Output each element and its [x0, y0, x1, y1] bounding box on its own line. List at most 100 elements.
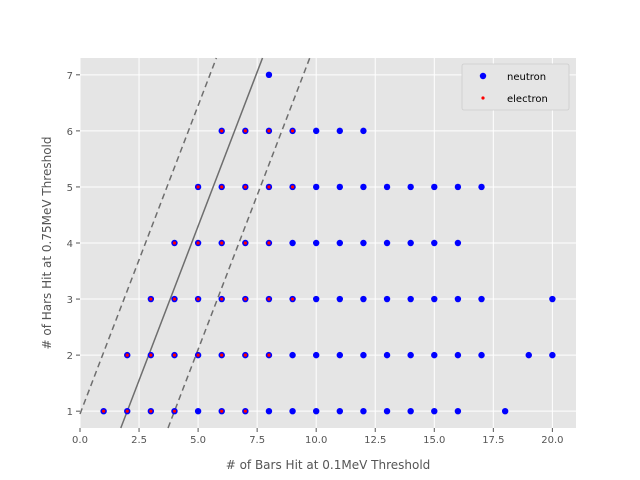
electron-point: [290, 129, 295, 133]
neutron-point: [431, 183, 438, 191]
neutron-point: [336, 183, 344, 191]
electron-point: [243, 241, 247, 245]
y-tick-label: 1: [67, 407, 73, 418]
data-points: [100, 71, 556, 415]
neutron-point: [289, 407, 296, 415]
neutron-legend-marker: [479, 72, 487, 80]
x-tick-label: 10.0: [305, 435, 327, 446]
neutron-point: [478, 295, 485, 303]
neutron-point: [383, 407, 391, 415]
y-tick-label: 4: [67, 239, 73, 250]
electron-point: [220, 297, 224, 301]
electron-point: [149, 409, 153, 413]
neutron-legend-label: neutron: [507, 72, 546, 83]
electron-point: [220, 409, 224, 413]
x-tick-label: 7.5: [249, 435, 265, 446]
neutron-point: [383, 351, 391, 359]
y-tick-label: 2: [67, 351, 73, 362]
electron-point: [220, 129, 224, 133]
electron-point: [290, 185, 295, 189]
electron-point: [267, 353, 271, 357]
neutron-point: [265, 407, 273, 415]
electron-point: [220, 241, 224, 245]
neutron-point: [549, 351, 556, 359]
neutron-point: [289, 239, 296, 247]
neutron-point: [312, 127, 320, 135]
neutron-point: [454, 351, 462, 359]
electron-point: [196, 241, 200, 245]
electron-point: [196, 353, 200, 357]
electron-point: [125, 409, 129, 413]
legend: neutron electron: [461, 63, 570, 111]
neutron-point: [478, 351, 485, 359]
neutron-point: [454, 239, 462, 247]
neutron-point: [431, 239, 438, 247]
y-tick-label: 7: [67, 71, 73, 82]
neutron-point: [194, 407, 202, 415]
solid-reference-line: [120, 57, 264, 429]
neutron-point: [312, 407, 320, 415]
x-axis-label: # of Bars Hit at 0.1MeV Threshold: [226, 458, 431, 472]
neutron-point: [549, 295, 556, 303]
neutron-point: [265, 71, 273, 79]
neutron-point: [312, 239, 320, 247]
y-tick-label: 3: [67, 295, 73, 306]
neutron-point: [383, 183, 391, 191]
y-axis-label: # of Hars Hit at 0.75MeV Threshold: [40, 137, 54, 350]
neutron-point: [407, 407, 414, 415]
neutron-point: [431, 295, 438, 303]
neutron-point: [454, 295, 462, 303]
neutron-point: [336, 239, 344, 247]
electron-point: [243, 129, 247, 133]
neutron-point: [454, 183, 462, 191]
electron-point: [125, 353, 129, 357]
neutron-point: [336, 295, 344, 303]
y-tick-label: 5: [67, 183, 73, 194]
electron-point: [267, 241, 271, 245]
x-tick-label: 2.5: [131, 435, 147, 446]
electron-point: [172, 353, 177, 357]
y-tick-label: 6: [67, 127, 73, 138]
neutron-point: [431, 407, 438, 415]
neutron-point: [336, 407, 344, 415]
dashed-reference-line: [79, 57, 218, 415]
dashed-reference-line: [167, 57, 311, 429]
electron-point: [243, 353, 247, 357]
neutron-point: [407, 351, 414, 359]
electron-point: [172, 409, 177, 413]
neutron-point: [312, 183, 320, 191]
x-tick-label: 20.0: [541, 435, 563, 446]
x-tick-label: 0.0: [72, 435, 88, 446]
neutron-point: [383, 295, 391, 303]
neutron-point: [312, 351, 320, 359]
neutron-point: [289, 351, 296, 359]
neutron-point: [407, 295, 414, 303]
neutron-point: [383, 239, 391, 247]
neutron-point: [360, 239, 367, 247]
x-tick-label: 5.0: [190, 435, 206, 446]
electron-point: [243, 185, 247, 189]
electron-point: [267, 129, 271, 133]
electron-point: [149, 353, 153, 357]
neutron-point: [360, 183, 367, 191]
neutron-point: [478, 183, 485, 191]
electron-point: [243, 297, 247, 301]
electron-point: [220, 353, 224, 357]
neutron-point: [431, 351, 438, 359]
neutron-point: [336, 351, 344, 359]
electron-legend-label: electron: [507, 94, 548, 105]
neutron-point: [312, 295, 320, 303]
neutron-point: [360, 407, 367, 415]
electron-point: [267, 185, 271, 189]
electron-point: [172, 241, 177, 245]
electron-point: [196, 297, 200, 301]
reference-lines: [79, 57, 311, 429]
electron-point: [267, 297, 271, 301]
electron-point: [220, 185, 224, 189]
grid-lines: [79, 58, 576, 428]
neutron-point: [336, 127, 344, 135]
neutron-point: [407, 239, 414, 247]
neutron-point: [360, 127, 367, 135]
neutron-point: [360, 351, 367, 359]
